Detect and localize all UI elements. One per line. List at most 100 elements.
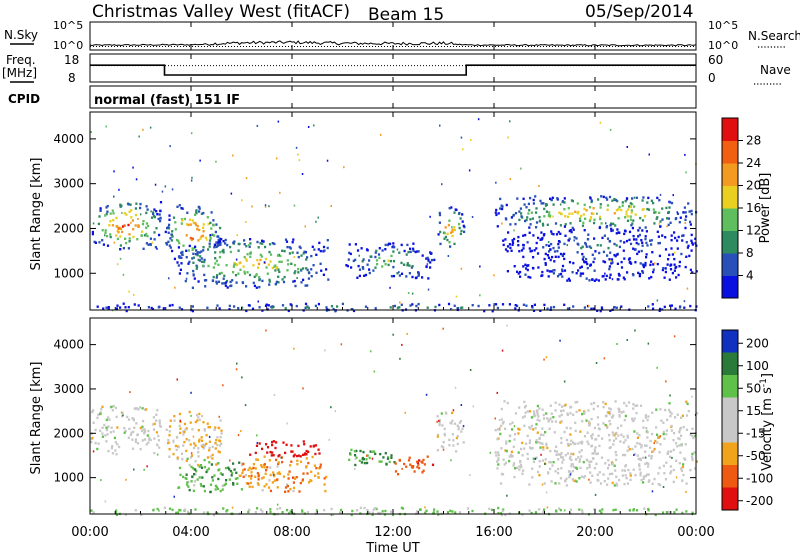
power-colorbar-swatch	[722, 253, 738, 276]
power-cell	[672, 194, 674, 197]
power-cell	[293, 279, 296, 283]
power-cell	[525, 267, 528, 270]
power-cell	[232, 154, 234, 157]
velocity-cell	[595, 362, 598, 364]
power-cell	[168, 214, 171, 217]
velocity-cell	[265, 483, 268, 486]
power-cell	[264, 204, 267, 207]
velocity-cell	[615, 475, 618, 478]
power-cell	[98, 241, 101, 244]
power-cell	[151, 241, 154, 244]
power-cell	[520, 167, 522, 170]
power-cell	[167, 231, 170, 234]
velocity-cell	[592, 452, 595, 455]
velocity-cell	[570, 452, 573, 455]
power-cell	[128, 290, 130, 293]
velocity-cell	[195, 470, 198, 473]
power-cell	[274, 269, 277, 272]
velocity-cell	[531, 476, 534, 479]
power-cell	[132, 228, 135, 231]
power-cell	[427, 259, 430, 263]
power-cell	[297, 267, 300, 271]
power-cell	[105, 206, 108, 209]
velocity-cell	[614, 469, 617, 472]
power-cell	[438, 221, 441, 224]
power-cell	[453, 304, 456, 307]
velocity-cell	[289, 464, 292, 467]
power-cell	[538, 219, 542, 222]
velocity-cell	[172, 439, 175, 442]
power-cell	[115, 307, 118, 310]
velocity-cell	[153, 422, 156, 426]
velocity-cell	[287, 490, 290, 493]
velocity-cell	[235, 471, 238, 474]
power-cell	[550, 198, 553, 202]
velocity-region	[436, 411, 465, 453]
velocity-cell	[133, 468, 135, 471]
power-cell	[323, 249, 326, 252]
velocity-cell	[268, 479, 271, 482]
velocity-cell	[212, 513, 216, 517]
velocity-cell	[591, 433, 594, 436]
power-cell	[96, 305, 99, 308]
velocity-cell	[656, 441, 659, 444]
velocity-cell	[541, 427, 544, 430]
velocity-cell	[250, 477, 253, 480]
velocity-cell	[609, 446, 612, 449]
power-cell	[443, 237, 446, 240]
velocity-cell	[244, 473, 248, 477]
power-cell	[237, 272, 240, 275]
velocity-cell	[193, 442, 196, 445]
power-cell	[218, 237, 221, 240]
velocity-cell	[685, 482, 688, 485]
velocity-cell	[675, 476, 678, 479]
power-cell	[613, 253, 616, 257]
power-cell	[673, 257, 676, 261]
velocity-cell	[323, 508, 326, 512]
velocity-cell	[580, 449, 583, 452]
power-cell	[630, 209, 633, 212]
velocity-cell	[297, 444, 300, 448]
power-cell	[358, 268, 362, 271]
power-cell	[567, 207, 570, 210]
velocity-cell	[261, 489, 264, 492]
time-tick-label: 04:00	[172, 525, 209, 540]
velocity-cell	[517, 427, 520, 430]
power-cell	[139, 206, 142, 210]
velocity-cell	[666, 452, 669, 455]
velocity-cell	[385, 463, 388, 466]
power-cell	[641, 229, 644, 232]
velocity-colorbar-tick-label: -15	[746, 426, 766, 440]
power-cell	[689, 223, 692, 226]
power-cell	[108, 224, 111, 227]
velocity-cell	[155, 431, 158, 434]
velocity-cell	[670, 412, 673, 415]
power-cell	[396, 306, 399, 309]
velocity-cell	[519, 460, 522, 463]
power-cell	[526, 268, 529, 272]
power-cell	[306, 256, 309, 259]
velocity-cell	[192, 446, 196, 450]
velocity-cell	[241, 376, 243, 379]
power-cell	[439, 242, 442, 246]
power-cell	[180, 262, 183, 265]
power-cell	[284, 307, 287, 310]
velocity-cell	[500, 407, 503, 411]
power-cell	[602, 260, 605, 263]
velocity-cell	[569, 508, 573, 511]
power-cell	[116, 304, 119, 307]
power-cell	[479, 294, 481, 297]
power-cell	[599, 206, 602, 209]
velocity-cell	[131, 417, 134, 420]
velocity-cell	[239, 474, 242, 477]
velocity-cell	[113, 436, 116, 440]
velocity-cell	[452, 409, 455, 412]
power-cell	[189, 223, 192, 226]
velocity-cell	[110, 426, 113, 429]
velocity-cell	[588, 465, 591, 469]
power-cell	[192, 221, 195, 225]
velocity-cell	[275, 441, 278, 444]
power-cell	[528, 209, 531, 212]
velocity-cell	[577, 456, 580, 459]
power-cell	[303, 250, 306, 253]
